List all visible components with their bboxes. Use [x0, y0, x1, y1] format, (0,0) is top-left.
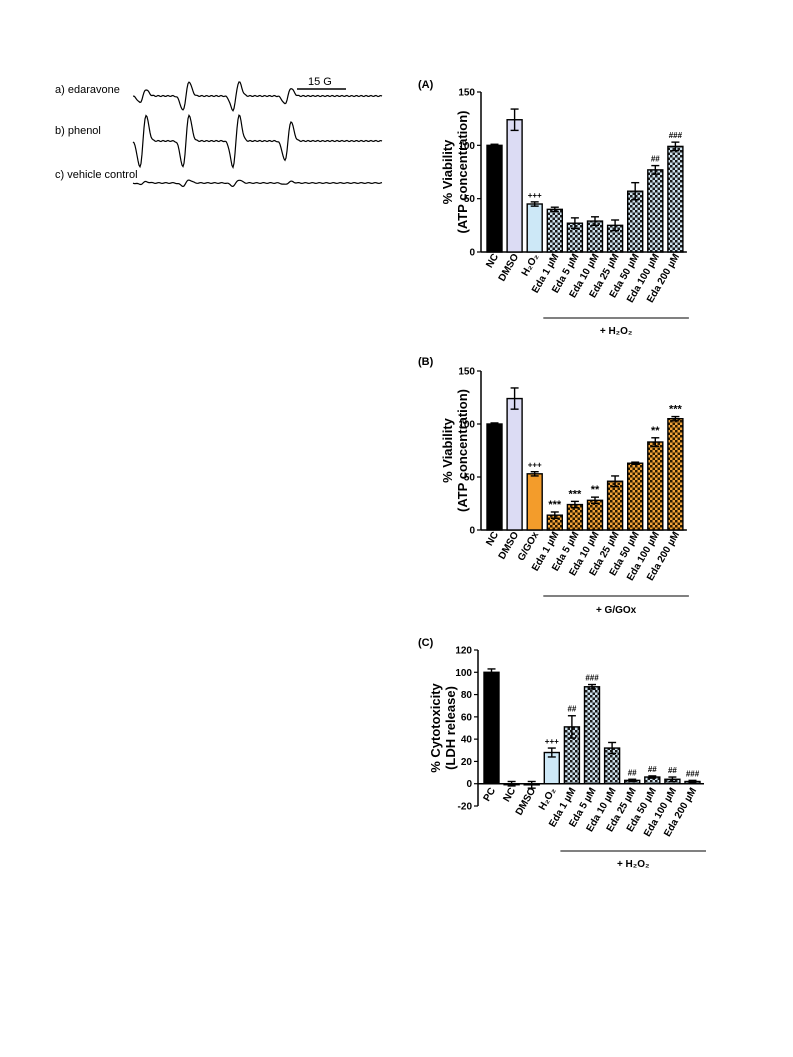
y-axis-label-line: (ATP concentration)	[455, 389, 470, 512]
y-tick-label: 0	[469, 248, 475, 259]
y-axis-label-line: % Cytotoxicity	[428, 682, 443, 772]
y-tick-label: 60	[461, 712, 473, 723]
panel-label: (B)	[418, 356, 434, 368]
significance-label: ###	[585, 674, 599, 683]
bar	[483, 671, 500, 785]
y-tick-label: 20	[461, 757, 473, 768]
significance-label: **	[651, 425, 660, 437]
category-label: NC	[501, 786, 518, 804]
y-axis-label: % Viability(ATP concentration)	[440, 110, 470, 233]
y-tick-label: 100	[455, 668, 472, 679]
y-axis-label-line: % Viability	[440, 417, 455, 483]
y-tick-label: 120	[455, 646, 472, 657]
y-axis-label: % Viability(ATP concentration)	[440, 389, 470, 512]
y-tick-label: 0	[469, 526, 475, 537]
y-tick-label: 80	[461, 690, 473, 701]
y-tick-label: 50	[464, 473, 476, 484]
significance-label: ##	[651, 155, 660, 164]
category-label: DMSO	[514, 786, 539, 818]
significance-label: +++	[545, 737, 559, 746]
y-tick-label: 150	[458, 367, 475, 378]
y-axis-label-line: % Viability	[440, 139, 455, 205]
significance-label: +++	[528, 461, 542, 470]
group-label: + H₂O₂	[617, 859, 650, 870]
significance-label: ##	[648, 765, 657, 774]
significance-label: +++	[528, 191, 542, 200]
y-tick-label: 100	[458, 141, 475, 152]
significance-label: ***	[669, 404, 683, 416]
y-axis-label: % Cytotoxicity(LDH release)	[428, 682, 458, 772]
significance-label: **	[591, 484, 600, 496]
y-tick-label: -20	[458, 802, 473, 813]
esr-trace-label: c) vehicle control	[55, 169, 138, 181]
category-label: PC	[482, 786, 498, 804]
y-tick-label: 150	[458, 88, 475, 99]
y-axis-label-line: (ATP concentration)	[455, 110, 470, 233]
esr-trace-label: b) phenol	[55, 125, 101, 137]
panel-label: (A)	[418, 79, 434, 91]
group-label: + H₂O₂	[600, 326, 633, 337]
y-tick-label: 40	[461, 735, 473, 746]
y-axis-label-line: (LDH release)	[443, 686, 458, 770]
significance-label: ##	[567, 705, 576, 714]
significance-label: ##	[668, 766, 677, 775]
significance-label: ***	[548, 499, 562, 511]
esr-trace-line	[132, 179, 383, 188]
esr-trace-line	[132, 114, 383, 170]
esr-trace-label: a) edaravone	[55, 84, 120, 96]
bar	[583, 686, 601, 785]
panel-label: (C)	[418, 637, 434, 649]
y-tick-label: 100	[458, 420, 475, 431]
significance-label: ***	[568, 488, 582, 500]
esr-trace-line	[132, 81, 383, 112]
y-tick-label: 50	[464, 194, 476, 205]
significance-label: ##	[628, 768, 637, 777]
significance-label: ###	[669, 131, 683, 140]
y-tick-label: 0	[466, 779, 472, 790]
significance-label: ###	[686, 769, 700, 778]
group-label: + G/GOx	[596, 605, 637, 616]
esr-scale-label: 15 G	[308, 76, 332, 88]
